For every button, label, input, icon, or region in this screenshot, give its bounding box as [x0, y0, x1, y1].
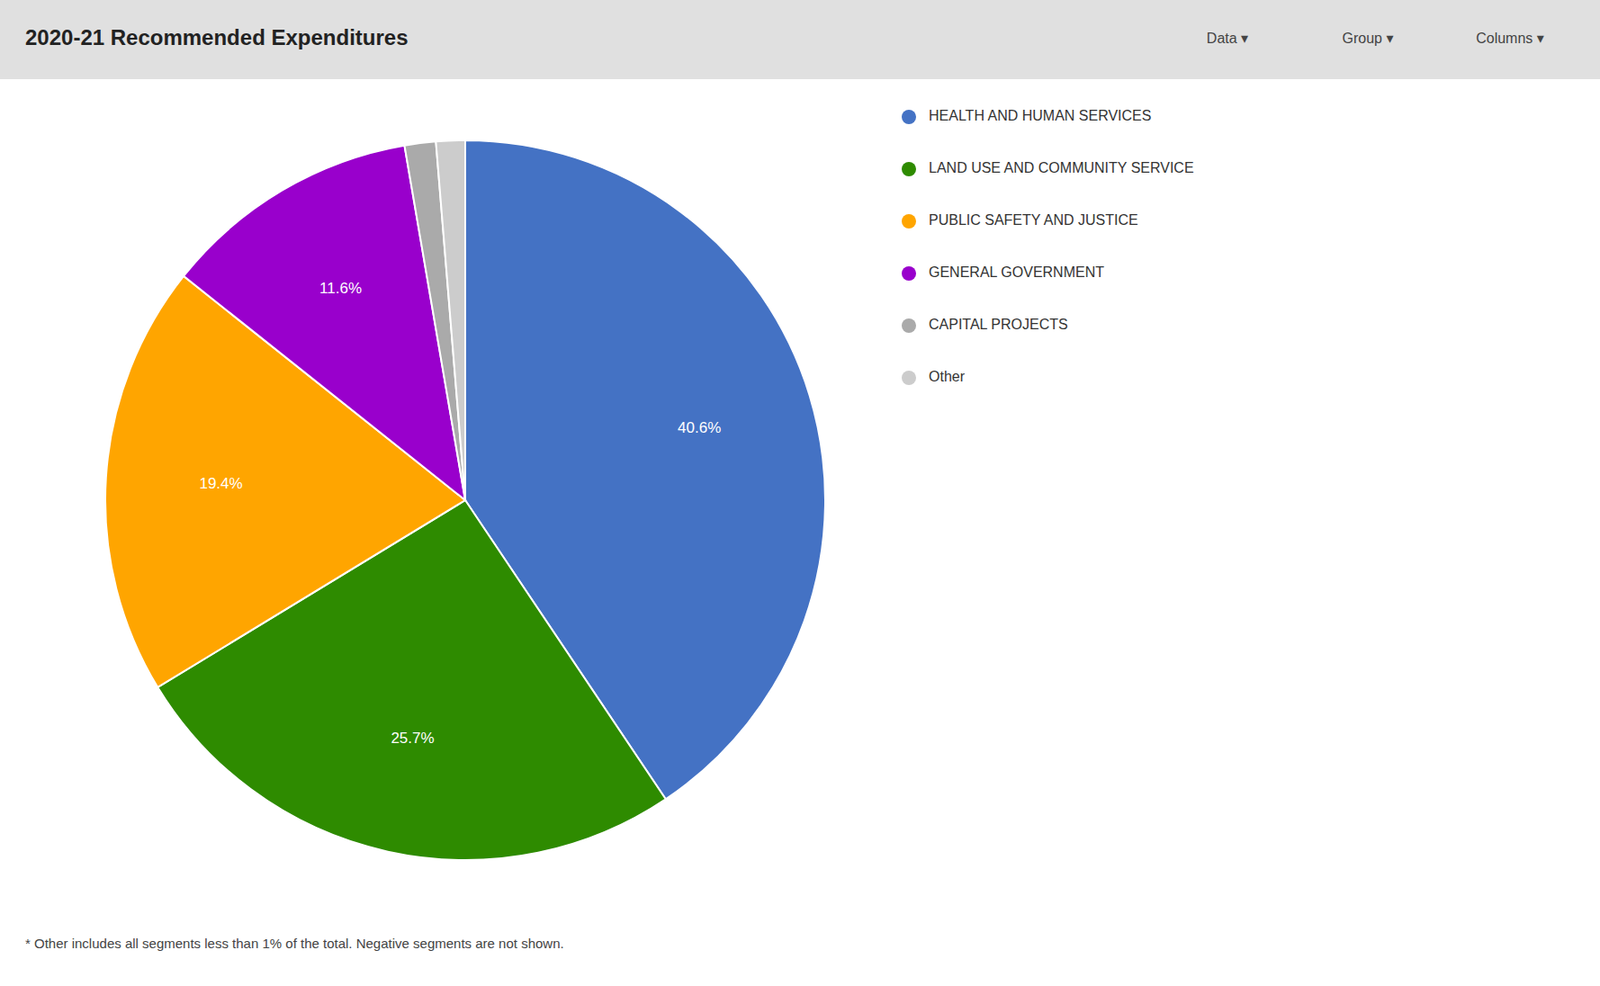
data-labels: 40.6% 25.7% 19.4% 11.6%	[198, 279, 721, 747]
legend-label: CAPITAL PROJECTS	[928, 316, 1069, 333]
title: 2020-21 Recommended Expenditures	[25, 25, 409, 50]
legend-swatch	[901, 109, 917, 125]
header-bar	[0, 0, 1600, 80]
legend-swatch	[901, 370, 917, 386]
legend-label: Other	[928, 368, 966, 385]
legend-label: PUBLIC SAFETY AND JUSTICE	[928, 212, 1139, 228]
nav-button[interactable]: Group ▾	[1342, 30, 1394, 46]
nav-button[interactable]: Columns ▾	[1475, 30, 1545, 46]
nav-button[interactable]: Data ▾	[1206, 30, 1249, 46]
legend-swatch	[901, 266, 917, 281]
legend: HEALTH AND HUMAN SERVICES LAND USE AND CO…	[901, 107, 1195, 386]
legend-label: LAND USE AND COMMUNITY SERVICE	[928, 160, 1195, 176]
data-label: 11.6%	[319, 279, 362, 297]
legend-label: GENERAL GOVERNMENT	[928, 264, 1105, 280]
chart: 2020-21 Recommended Expenditures Data ▾ Gr…	[0, 0, 1600, 986]
data-label: 19.4%	[198, 475, 243, 493]
legend-swatch	[901, 161, 917, 177]
data-label: 25.7%	[390, 729, 434, 747]
pie-slice	[435, 140, 466, 501]
legend-swatch	[901, 318, 917, 333]
pie	[105, 140, 826, 861]
data-label: 40.6%	[677, 419, 721, 437]
footnote: * Other includes all segments less than …	[25, 935, 565, 952]
legend-swatch	[901, 214, 917, 229]
legend-label: HEALTH AND HUMAN SERVICES	[928, 107, 1151, 124]
